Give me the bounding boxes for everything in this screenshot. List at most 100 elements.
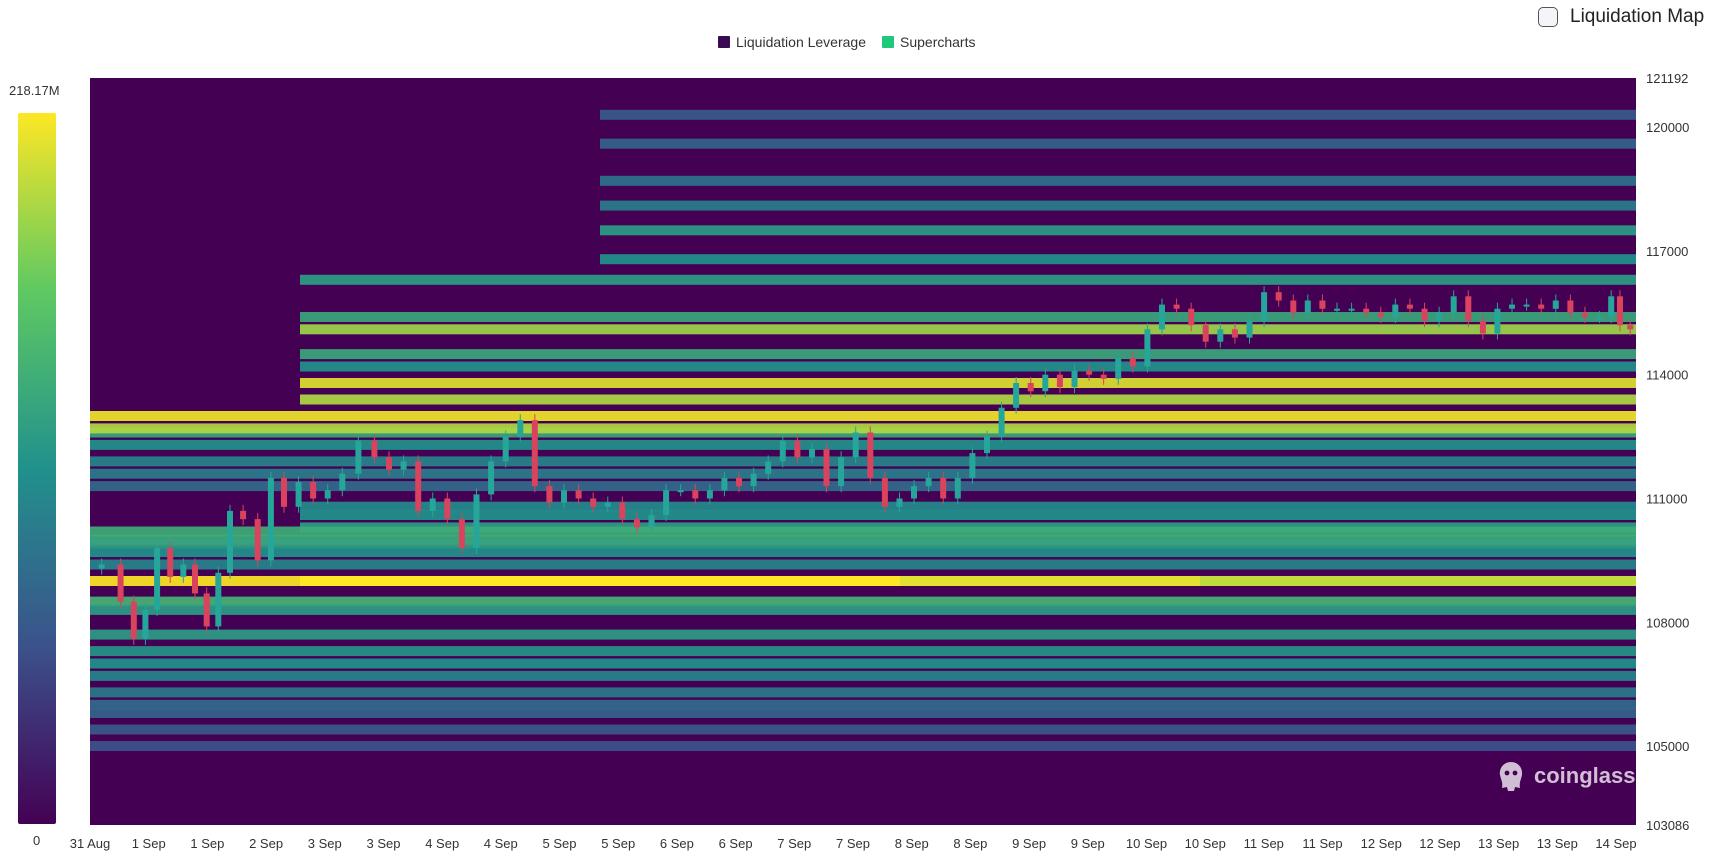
liquidation-band-33 xyxy=(300,274,1636,285)
liquidation-band-26 xyxy=(90,481,1636,492)
candle-body-99 xyxy=(1509,304,1515,309)
candle-body-76 xyxy=(1173,304,1180,309)
candle-body-39 xyxy=(633,519,640,528)
candle-body-42 xyxy=(677,490,684,493)
liquidation-map-checkbox[interactable] xyxy=(1538,7,1558,27)
x-tick-label-6: 4 Sep xyxy=(425,836,459,851)
candle-body-53 xyxy=(838,457,845,487)
x-tick-label-23: 12 Sep xyxy=(1419,836,1460,851)
candle-body-60 xyxy=(940,477,947,499)
candle-body-92 xyxy=(1406,304,1413,309)
liquidation-band-4 xyxy=(1200,576,1636,586)
liquidation-band-14 xyxy=(90,658,1636,669)
x-tick-label-3: 2 Sep xyxy=(249,836,283,851)
y-tick-label-3: 114000 xyxy=(1646,368,1688,383)
liquidation-band-20 xyxy=(90,741,1636,751)
liquidation-band-39 xyxy=(600,109,1636,120)
candle-body-78 xyxy=(1202,325,1209,342)
candle-body-84 xyxy=(1290,300,1297,313)
liquidation-band-11 xyxy=(300,501,1636,512)
candle-body-46 xyxy=(736,477,742,487)
x-tick-label-11: 6 Sep xyxy=(719,836,753,851)
candle-body-16 xyxy=(295,482,302,507)
candle-body-57 xyxy=(896,498,903,507)
candle-body-36 xyxy=(590,498,597,507)
candle-body-47 xyxy=(750,473,757,487)
liquidation-band-24 xyxy=(90,456,1636,467)
liquidation-band-37 xyxy=(600,175,1636,186)
candle-body-89 xyxy=(1363,308,1370,313)
candle-body-28 xyxy=(473,494,480,548)
candle-body-7 xyxy=(180,564,187,577)
candle-body-21 xyxy=(371,440,378,458)
candle-body-83 xyxy=(1275,292,1282,301)
candle-body-44 xyxy=(706,490,713,499)
candle-body-66 xyxy=(1027,383,1034,392)
candle-body-81 xyxy=(1246,321,1253,338)
x-tick-label-26: 14 Sep xyxy=(1595,836,1636,851)
candle-body-27 xyxy=(458,519,465,548)
candle-body-5 xyxy=(154,548,161,610)
x-tick-label-12: 7 Sep xyxy=(777,836,811,851)
liquidation-band-34 xyxy=(600,254,1636,265)
candle-body-49 xyxy=(779,440,786,462)
liquidation-band-36 xyxy=(600,200,1636,211)
candle-body-8 xyxy=(192,564,198,594)
candle-body-87 xyxy=(1334,308,1340,311)
candle-body-105 xyxy=(1596,317,1603,319)
liquidation-map-toggle[interactable]: Liquidation Map xyxy=(1538,3,1704,31)
candle-body-94 xyxy=(1436,312,1443,322)
candle-body-68 xyxy=(1056,374,1063,388)
candle-body-34 xyxy=(561,490,567,503)
x-tick-label-0: 31 Aug xyxy=(70,836,111,851)
x-tick-label-15: 8 Sep xyxy=(953,836,987,851)
y-tick-label-6: 105000 xyxy=(1646,739,1689,754)
x-tick-label-16: 9 Sep xyxy=(1012,836,1046,851)
y-tick-label-2: 117000 xyxy=(1646,244,1688,259)
candle-body-41 xyxy=(663,490,670,515)
candle-body-75 xyxy=(1159,304,1165,330)
y-tick-label-1: 120000 xyxy=(1646,120,1689,135)
x-tick-label-14: 8 Sep xyxy=(895,836,929,851)
candle-body-26 xyxy=(444,498,451,520)
y-tick-label-4: 111000 xyxy=(1646,492,1687,507)
legend-label-supercharts: Supercharts xyxy=(900,34,976,50)
x-tick-label-24: 13 Sep xyxy=(1478,836,1519,851)
coinglass-watermark: coinglass xyxy=(1496,760,1635,792)
coinglass-logo-icon xyxy=(1499,762,1523,791)
candle-body-4 xyxy=(142,609,149,639)
candle-body-12 xyxy=(240,510,247,520)
candle-body-54 xyxy=(852,432,859,458)
candle-body-85 xyxy=(1304,300,1311,313)
x-tick-label-25: 13 Sep xyxy=(1537,836,1578,851)
candle-body-48 xyxy=(765,461,772,474)
candle-body-25 xyxy=(429,498,436,511)
candle-body-104 xyxy=(1582,312,1588,317)
liquidation-band-13 xyxy=(90,646,1636,657)
candle-body-103 xyxy=(1567,300,1574,313)
liquidation-band-35 xyxy=(600,225,1636,236)
x-tick-label-19: 10 Sep xyxy=(1185,836,1226,851)
candle-body-15 xyxy=(281,477,287,507)
candle-body-108 xyxy=(1627,325,1634,330)
candle-body-23 xyxy=(400,461,407,470)
candle-body-71 xyxy=(1100,374,1107,379)
legend-item-supercharts[interactable]: Supercharts xyxy=(882,34,975,50)
liquidation-band-15 xyxy=(90,670,1636,681)
candle-body-96 xyxy=(1465,296,1472,322)
liquidation-band-43 xyxy=(90,547,1636,558)
candle-body-67 xyxy=(1042,374,1049,392)
liquidation-band-18 xyxy=(90,708,1636,718)
candle-body-37 xyxy=(604,502,611,507)
legend-swatch-liquidation-leverage xyxy=(718,36,730,48)
candle-body-101 xyxy=(1538,304,1545,309)
candle-body-88 xyxy=(1348,308,1355,311)
legend-item-liquidation-leverage[interactable]: Liquidation Leverage xyxy=(718,34,866,50)
candle-body-3 xyxy=(130,601,137,639)
liquidation-band-31 xyxy=(300,324,1636,335)
x-tick-label-20: 11 Sep xyxy=(1244,836,1284,851)
y-tick-label-7: 103086 xyxy=(1646,818,1689,833)
candle-body-30 xyxy=(502,436,509,462)
candle-body-2 xyxy=(117,564,124,602)
candle-body-13 xyxy=(254,519,261,561)
